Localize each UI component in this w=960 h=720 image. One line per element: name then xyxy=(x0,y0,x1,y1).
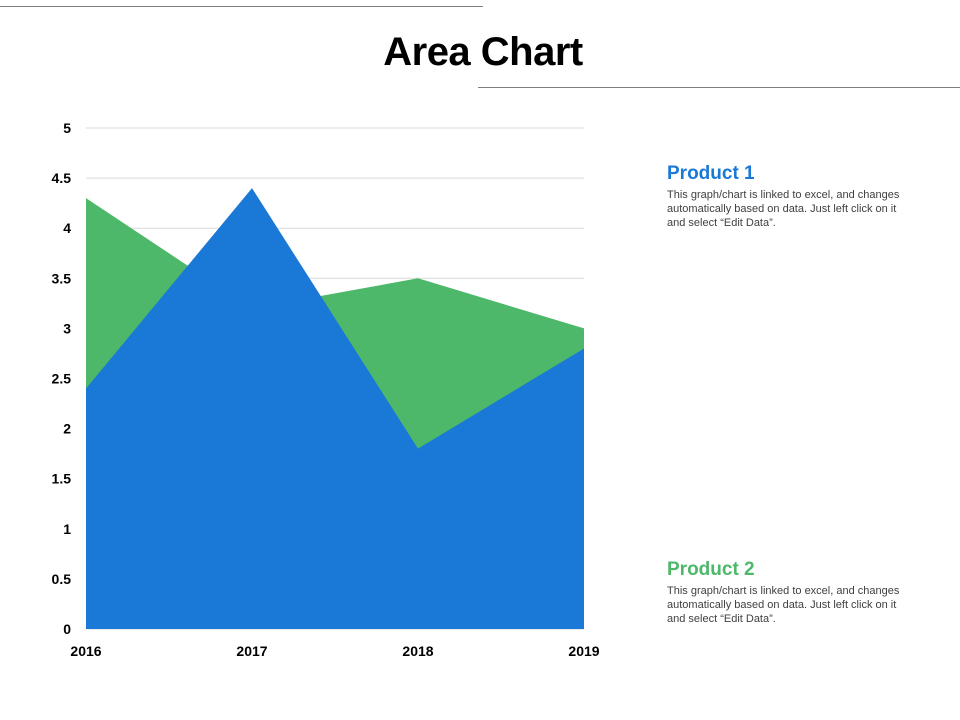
chart-areas xyxy=(86,188,584,629)
legend-product-2-description: This graph/chart is linked to excel, and… xyxy=(667,585,900,625)
y-tick-label: 1 xyxy=(63,521,71,537)
top-divider-line xyxy=(0,6,483,7)
legend-product-1-name: Product 1 xyxy=(667,163,755,184)
y-axis-tick-labels: 0 0.5 1 1.5 2 2.5 3 3.5 4 4.5 5 xyxy=(52,120,72,637)
legend-product-2-name: Product 2 xyxy=(667,559,755,580)
x-axis-tick-labels: 2016 2017 2018 2019 xyxy=(70,643,599,659)
area-series-product-1[interactable] xyxy=(86,188,584,629)
y-tick-label: 0 xyxy=(63,621,71,637)
legend-product-2: Product 2 This graph/chart is linked to … xyxy=(667,559,917,626)
y-tick-label: 2 xyxy=(63,421,71,437)
x-tick-label: 2018 xyxy=(402,643,433,659)
y-tick-label: 3.5 xyxy=(52,270,72,286)
legend-product-1-description: This graph/chart is linked to excel, and… xyxy=(667,189,900,229)
legend-product-1: Product 1 This graph/chart is linked to … xyxy=(667,163,917,230)
y-tick-label: 4.5 xyxy=(52,170,72,186)
y-tick-label: 0.5 xyxy=(52,571,72,587)
y-tick-label: 4 xyxy=(63,220,71,236)
title-divider-line xyxy=(478,87,960,88)
y-tick-label: 3 xyxy=(63,320,71,336)
x-tick-label: 2017 xyxy=(236,643,267,659)
y-tick-label: 2.5 xyxy=(52,371,72,387)
x-tick-label: 2016 xyxy=(70,643,101,659)
y-tick-label: 5 xyxy=(63,120,71,136)
x-tick-label: 2019 xyxy=(568,643,599,659)
y-tick-label: 1.5 xyxy=(52,471,72,487)
page-title: Area Chart xyxy=(383,30,583,74)
